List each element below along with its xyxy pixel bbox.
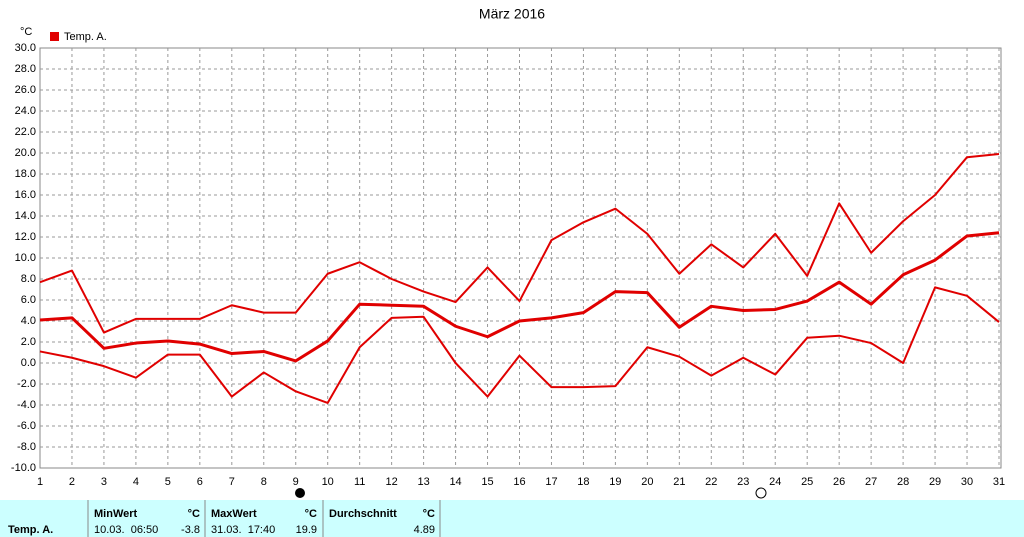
x-tick-label: 4 xyxy=(133,476,139,488)
footer-value: 4.89 xyxy=(414,524,435,536)
y-tick-label: 10.0 xyxy=(15,252,36,264)
y-tick-label: 16.0 xyxy=(15,189,36,201)
y-tick-label: -4.0 xyxy=(17,399,36,411)
footer-when: 10.03. 06:50 xyxy=(94,524,158,536)
y-tick-label: 20.0 xyxy=(15,147,36,159)
moon-new xyxy=(755,487,767,499)
footer-header: Durchschnitt xyxy=(329,508,397,520)
legend-label: Temp. A. xyxy=(64,31,107,43)
x-tick-label: 30 xyxy=(961,476,973,488)
footer-row-label: Temp. A. xyxy=(8,524,53,536)
y-tick-label: 0.0 xyxy=(21,357,36,369)
x-tick-label: 18 xyxy=(577,476,589,488)
y-tick-label: 12.0 xyxy=(15,231,36,243)
x-tick-label: 6 xyxy=(197,476,203,488)
x-tick-label: 7 xyxy=(229,476,235,488)
footer-bg xyxy=(0,500,1024,537)
y-tick-label: 2.0 xyxy=(21,336,36,348)
y-tick-label: 4.0 xyxy=(21,315,36,327)
footer-header: MaxWert xyxy=(211,508,257,520)
chart-title: März 2016 xyxy=(479,6,545,22)
x-tick-label: 13 xyxy=(417,476,429,488)
x-tick-label: 5 xyxy=(165,476,171,488)
x-tick-label: 17 xyxy=(545,476,557,488)
footer-when: 31.03. 17:40 xyxy=(211,524,275,536)
x-tick-label: 27 xyxy=(865,476,877,488)
y-tick-label: -8.0 xyxy=(17,441,36,453)
x-tick-label: 24 xyxy=(769,476,781,488)
y-tick-label: 26.0 xyxy=(15,84,36,96)
y-unit: °C xyxy=(20,26,32,38)
y-tick-label: -6.0 xyxy=(17,420,36,432)
x-tick-label: 2 xyxy=(69,476,75,488)
series-line xyxy=(39,153,1000,334)
x-tick-label: 29 xyxy=(929,476,941,488)
x-tick-label: 28 xyxy=(897,476,909,488)
y-tick-label: -2.0 xyxy=(17,378,36,390)
moon-full xyxy=(295,488,305,498)
x-tick-label: 22 xyxy=(705,476,717,488)
x-tick-label: 26 xyxy=(833,476,845,488)
x-tick-label: 20 xyxy=(641,476,653,488)
legend-swatch xyxy=(50,32,59,41)
series-line xyxy=(39,286,1000,404)
x-tick-label: 21 xyxy=(673,476,685,488)
footer-unit: °C xyxy=(423,508,435,520)
y-tick-label: 30.0 xyxy=(15,42,36,54)
x-tick-label: 3 xyxy=(101,476,107,488)
x-tick-label: 31 xyxy=(993,476,1005,488)
y-tick-label: 22.0 xyxy=(15,126,36,138)
y-tick-label: 6.0 xyxy=(21,294,36,306)
y-tick-label: 8.0 xyxy=(21,273,36,285)
y-tick-label: -10.0 xyxy=(11,462,36,474)
footer-unit: °C xyxy=(305,508,317,520)
x-tick-label: 9 xyxy=(293,476,299,488)
x-tick-label: 15 xyxy=(481,476,493,488)
series-line xyxy=(39,231,1000,363)
x-tick-label: 23 xyxy=(737,476,749,488)
x-tick-label: 12 xyxy=(386,476,398,488)
x-tick-label: 16 xyxy=(513,476,525,488)
footer: Temp. A. MinWert °C 10.03. 06:50 -3.8 MaxWert… xyxy=(8,500,441,537)
x-tick-label: 1 xyxy=(37,476,43,488)
footer-value: 19.9 xyxy=(296,524,317,536)
x-tick-label: 25 xyxy=(801,476,813,488)
x-tick-label: 14 xyxy=(449,476,461,488)
y-tick-label: 28.0 xyxy=(15,63,36,75)
x-tick-label: 19 xyxy=(609,476,621,488)
footer-header: MinWert xyxy=(94,508,138,520)
x-tick-label: 10 xyxy=(322,476,334,488)
x-tick-label: 11 xyxy=(354,476,365,488)
y-tick-label: 18.0 xyxy=(15,168,36,180)
footer-unit: °C xyxy=(188,508,200,520)
y-tick-label: 14.0 xyxy=(15,210,36,222)
x-tick-label: 8 xyxy=(261,476,267,488)
y-tick-label: 24.0 xyxy=(15,105,36,117)
footer-value: -3.8 xyxy=(181,524,200,536)
